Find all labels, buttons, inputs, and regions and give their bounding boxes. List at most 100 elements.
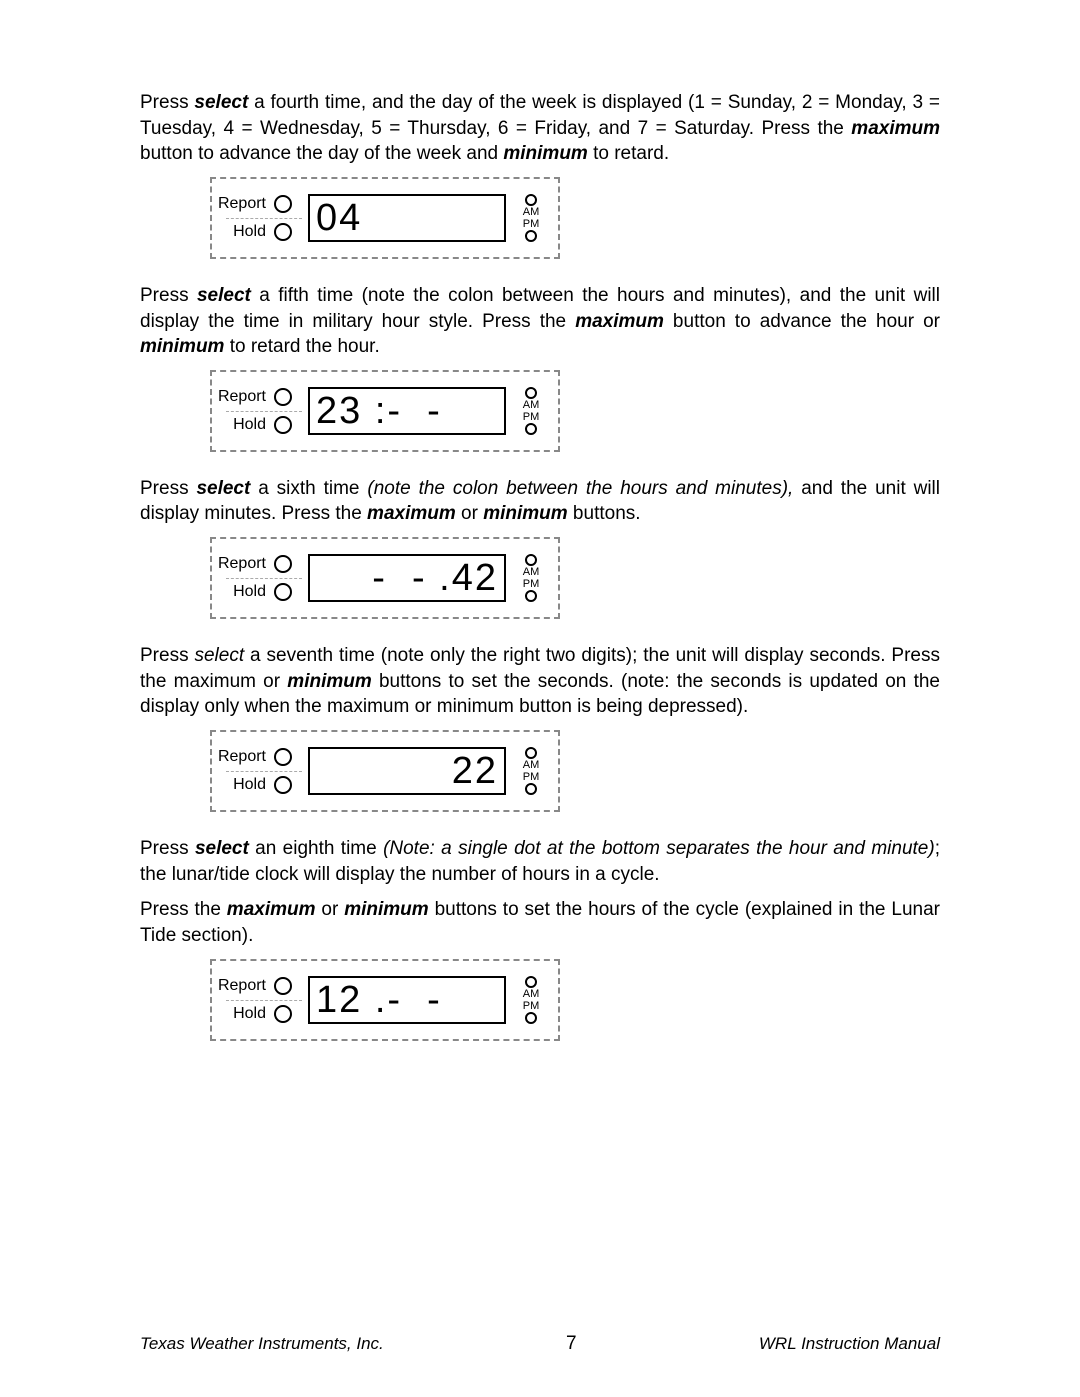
paragraph-day-of-week: Press select a fourth time, and the day … [140, 90, 940, 167]
paragraph-lunar-cycle: Press select an eighth time (Note: a sin… [140, 836, 940, 887]
text: or [316, 899, 345, 920]
lcd-value: - - .42 [310, 559, 504, 597]
report-indicator-icon [274, 977, 292, 995]
minimum-word: minimum [140, 336, 224, 357]
pm-label: PM [523, 411, 540, 423]
text: buttons. [568, 503, 641, 524]
text: Press [140, 92, 194, 113]
maximum-word: maximum [575, 311, 664, 332]
report-indicator-icon [274, 555, 292, 573]
lcd-screen: 22 [308, 747, 506, 795]
report-label: Report [218, 748, 266, 766]
lcd-display-seconds: Report Hold 22 AM PM [210, 730, 560, 812]
pm-indicator-icon [525, 1012, 537, 1024]
text: to retard the hour. [224, 336, 379, 357]
hold-indicator-icon [274, 416, 292, 434]
text: Press [140, 645, 194, 666]
pm-label: PM [523, 578, 540, 590]
lcd-value: 04 [310, 199, 504, 237]
select-word: select [196, 478, 250, 499]
text: or [456, 503, 483, 524]
report-row: Report [218, 388, 292, 406]
minimum-word: minimum [483, 503, 567, 524]
pm-label: PM [523, 1000, 540, 1012]
divider [226, 578, 302, 579]
hold-indicator-icon [274, 223, 292, 241]
text: to retard. [588, 143, 669, 164]
hold-row: Hold [233, 776, 292, 794]
hold-label: Hold [233, 1005, 266, 1023]
select-word: select [197, 285, 251, 306]
am-label: AM [523, 759, 540, 771]
text: Press the [140, 899, 227, 920]
report-label: Report [218, 555, 266, 573]
hold-label: Hold [233, 776, 266, 794]
paragraph-hour: Press select a fifth time (note the colo… [140, 283, 940, 360]
divider [226, 1000, 302, 1001]
am-indicator-icon [525, 976, 537, 988]
lcd-value: 12 .- - [310, 981, 504, 1019]
divider [226, 218, 302, 219]
hold-label: Hold [233, 416, 266, 434]
select-word: select [195, 838, 249, 859]
text: Press [140, 478, 196, 499]
report-row: Report [218, 977, 292, 995]
report-label: Report [218, 388, 266, 406]
pm-indicator-icon [525, 783, 537, 795]
page-footer: Texas Weather Instruments, Inc. 7 WRL In… [140, 1333, 940, 1355]
report-indicator-icon [274, 388, 292, 406]
lcd-screen: 23 :- - [308, 387, 506, 435]
lcd-screen: 12 .- - [308, 976, 506, 1024]
text: an eighth time [249, 838, 383, 859]
hold-indicator-icon [274, 1005, 292, 1023]
am-indicator-icon [525, 554, 537, 566]
hold-row: Hold [233, 1005, 292, 1023]
lcd-screen: - - .42 [308, 554, 506, 602]
am-indicator-icon [525, 747, 537, 759]
paragraph-seconds: Press select a seventh time (note only t… [140, 643, 940, 720]
hold-indicator-icon [274, 583, 292, 601]
lcd-display-minutes: Report Hold - - .42 AM PM [210, 537, 560, 619]
pm-indicator-icon [525, 590, 537, 602]
am-label: AM [523, 399, 540, 411]
minimum-word: minimum [503, 143, 587, 164]
ampm-indicators: AM PM [516, 976, 546, 1024]
hold-label: Hold [233, 583, 266, 601]
pm-indicator-icon [525, 230, 537, 242]
text: a fourth time, and the day of the week i… [140, 92, 940, 139]
paragraph-minutes: Press select a sixth time (note the colo… [140, 476, 940, 527]
report-indicator-icon [274, 748, 292, 766]
pm-label: PM [523, 771, 540, 783]
hold-indicator-icon [274, 776, 292, 794]
maximum-word: maximum [227, 899, 316, 920]
pm-label: PM [523, 218, 540, 230]
ampm-indicators: AM PM [516, 387, 546, 435]
divider [226, 411, 302, 412]
hold-label: Hold [233, 223, 266, 241]
ampm-indicators: AM PM [516, 194, 546, 242]
ampm-indicators: AM PM [516, 747, 546, 795]
hold-row: Hold [233, 223, 292, 241]
report-label: Report [218, 195, 266, 213]
report-row: Report [218, 748, 292, 766]
report-label: Report [218, 977, 266, 995]
text: Press [140, 838, 195, 859]
text: button to advance the day of the week an… [140, 143, 503, 164]
am-indicator-icon [525, 194, 537, 206]
paragraph-set-cycle-hours: Press the maximum or minimum buttons to … [140, 897, 940, 948]
report-row: Report [218, 195, 292, 213]
page: Press select a fourth time, and the day … [0, 0, 1080, 1125]
lcd-display-cycle-hours: Report Hold 12 .- - AM PM [210, 959, 560, 1041]
select-word: select [194, 92, 248, 113]
minimum-word: minimum [287, 671, 371, 692]
maximum-word: maximum [367, 503, 456, 524]
lcd-screen: 04 [308, 194, 506, 242]
pm-indicator-icon [525, 423, 537, 435]
text: Press [140, 285, 197, 306]
report-row: Report [218, 555, 292, 573]
lcd-value: 22 [310, 752, 504, 790]
maximum-word: maximum [851, 118, 940, 139]
minimum-word: minimum [344, 899, 428, 920]
text: a sixth time [250, 478, 367, 499]
lcd-display-day: Report Hold 04 AM PM [210, 177, 560, 259]
